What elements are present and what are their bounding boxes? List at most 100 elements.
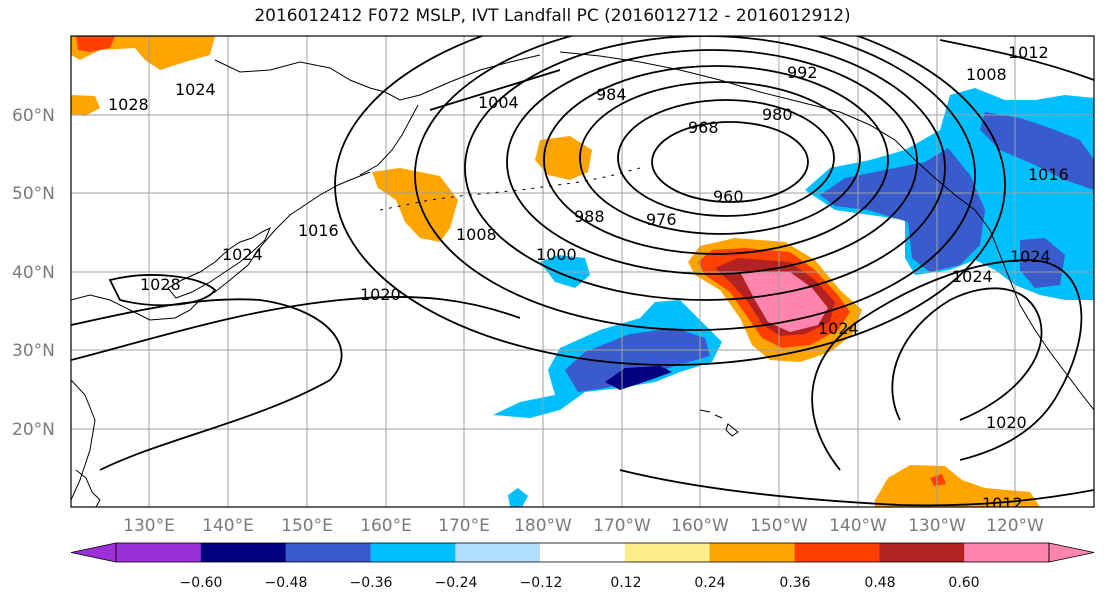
coastlines (71, 51, 1094, 507)
contour-label: 1004 (478, 93, 519, 112)
contour-label: 1016 (298, 221, 339, 240)
lon-label: 120°W (986, 516, 1044, 536)
lat-label: 20°N (12, 420, 55, 440)
colorbar-segment (285, 543, 371, 562)
philippines (75, 469, 101, 507)
colorbar-segment (455, 543, 541, 562)
lon-label: 170°W (593, 516, 651, 536)
lat-label: 60°N (12, 106, 55, 126)
contour-label: 1000 (536, 245, 577, 264)
colorbar-segment (794, 543, 880, 562)
contour-label: 1024 (952, 267, 993, 286)
ivt-positive-region (535, 136, 592, 180)
isobar-984 (543, 65, 889, 255)
map-frame (70, 35, 1095, 508)
colorbar-segment (200, 543, 287, 562)
map-area: 992 984 968 980 960 976 988 1000 1008 10… (71, 36, 1094, 513)
alaska-coastline (559, 51, 976, 211)
map-title: 2016012412 F072 MSLP, IVT Landfall PC (2… (254, 6, 851, 26)
ivt-positive-core (930, 474, 946, 486)
colorbar-segment (370, 543, 456, 562)
contour-label: 1012 (982, 494, 1023, 513)
contour-label: 980 (762, 105, 793, 124)
na-coastline (974, 209, 1094, 411)
lon-label: 140°E (202, 516, 254, 536)
isobar-1008 (414, 36, 976, 331)
lon-label: 130°W (908, 516, 966, 536)
contour-label: 1020 (986, 413, 1027, 432)
colorbar-tick-label: 0.36 (779, 575, 810, 591)
contour-labels: 992 984 968 980 960 976 988 1000 1008 10… (108, 43, 1069, 513)
lon-label: 160°W (671, 516, 729, 536)
asia-coastline (71, 171, 371, 321)
colorbar-tick-label: 0.60 (948, 575, 979, 591)
lon-label: 150°W (750, 516, 808, 536)
colorbar-segment (879, 543, 965, 562)
japan-coastline (167, 226, 271, 299)
contour-label: 1016 (1028, 165, 1069, 184)
contour-label: 1024 (175, 80, 216, 99)
hawaii-islands (699, 409, 739, 437)
lon-label: 150°E (281, 516, 333, 536)
contour-label: 1008 (456, 225, 497, 244)
colorbar-segment (964, 543, 1050, 562)
aleutian-islands (379, 167, 641, 211)
contour-label: 1008 (966, 65, 1007, 84)
lat-label: 50°N (12, 184, 55, 204)
isobar-1020-east (811, 259, 1083, 471)
colorbar-extend-min (70, 542, 117, 563)
contour-label: 968 (688, 118, 719, 137)
ivt-positive-region (71, 95, 100, 116)
contour-label: 1028 (140, 275, 181, 294)
longitude-labels: 130°E 140°E 150°E 160°E 170°E 180°W 170°… (123, 516, 1044, 536)
latitude-labels: 60°N 50°N 40°N 30°N 20°N (12, 106, 55, 440)
isobar-1028-west (108, 274, 217, 307)
isobar-1000 (464, 36, 946, 301)
colorbar-tick-label: 0.24 (694, 575, 725, 591)
colorbar-tick-label: −0.36 (350, 575, 393, 591)
isobar-968 (617, 99, 835, 217)
colorbar-segment (116, 543, 202, 562)
isobar-1016 (334, 36, 1006, 366)
contour-label: 1024 (222, 245, 263, 264)
mslp-contours (71, 36, 1094, 507)
isobar-1024-east (891, 287, 1043, 421)
colorbar (70, 542, 1095, 563)
lon-label: 160°E (360, 516, 412, 536)
colorbar-segment (540, 543, 626, 562)
contour-label: 1024 (818, 319, 859, 338)
colorbar-tick-label: −0.48 (265, 575, 308, 591)
contour-label: 1024 (1010, 247, 1051, 266)
colorbar-tick-label: 0.48 (864, 575, 895, 591)
lat-label: 40°N (12, 263, 55, 283)
colorbar-ticks: −0.60 −0.48 −0.36 −0.24 −0.12 0.12 0.24 … (180, 575, 980, 591)
contour-label: 988 (574, 207, 605, 226)
lon-label: 130°E (123, 516, 175, 536)
isobar-1012-south (619, 469, 1094, 507)
isobar-1020-west (71, 296, 521, 361)
lon-label: 180°W (514, 516, 572, 536)
colorbar-tick-label: −0.12 (520, 575, 563, 591)
colorbar-segment (624, 543, 711, 562)
contour-label: 1020 (360, 285, 401, 304)
ivt-positive-region (875, 465, 1040, 507)
isobar-992 (506, 49, 918, 275)
isobar-1004 (429, 69, 561, 111)
ivt-positive-region (372, 168, 458, 242)
ivt-negative-region (508, 488, 528, 507)
isobar-960 (651, 121, 809, 203)
ivt-negative-core (1020, 238, 1065, 288)
colorbar-segment (709, 543, 796, 562)
china-coastline (71, 379, 96, 501)
ivt-positive-core (76, 36, 115, 52)
ivt-negative-core (980, 112, 1094, 190)
isobar-1012-north (939, 39, 1094, 81)
contour-label: 984 (596, 85, 627, 104)
lat-label: 30°N (12, 341, 55, 361)
colorbar-frame (115, 542, 1050, 563)
colorbar-tick-label: −0.24 (435, 575, 478, 591)
contour-label: 1028 (108, 95, 149, 114)
contour-label: 1012 (1008, 43, 1049, 62)
kamchatka-coastline (359, 104, 419, 176)
